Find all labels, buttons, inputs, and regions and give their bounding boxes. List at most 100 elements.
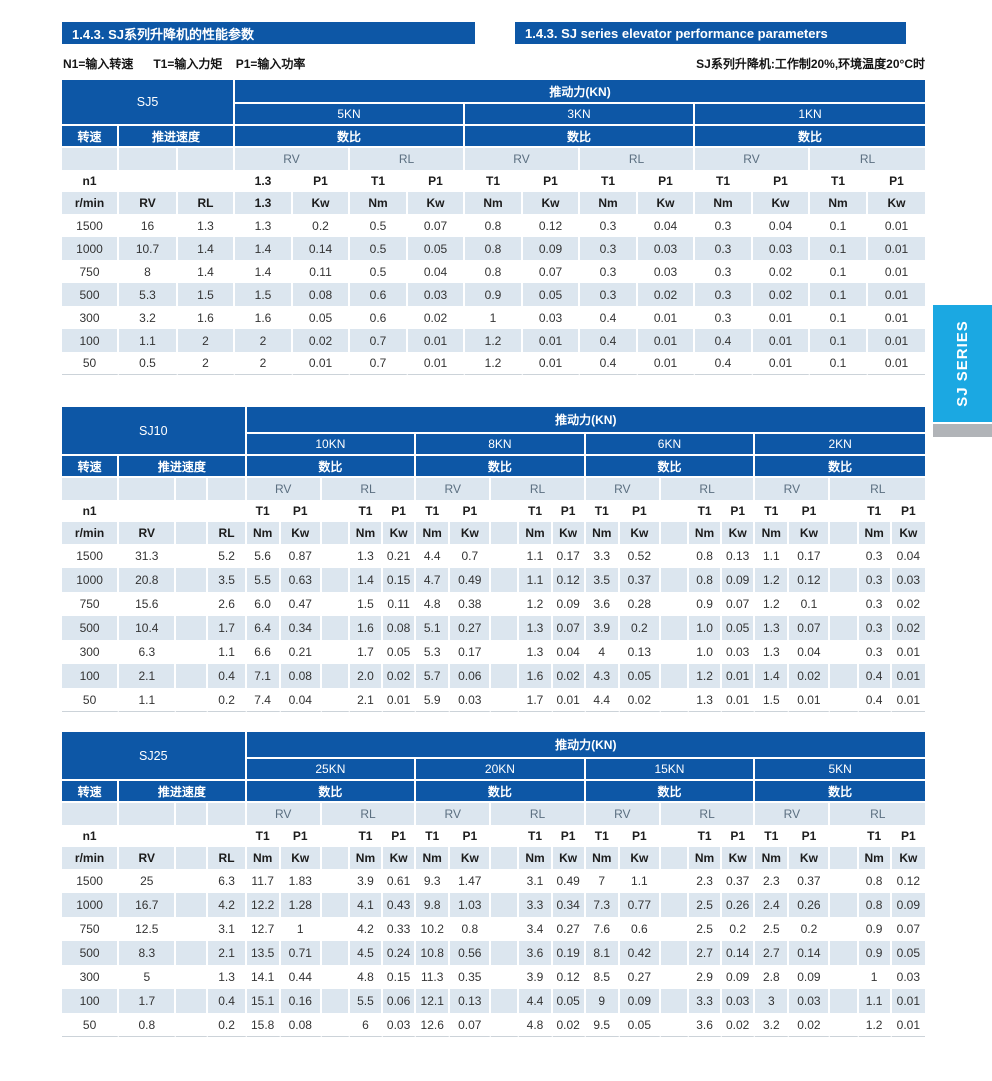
value-cell: 1.3 — [689, 688, 723, 712]
value-cell: 0.04 — [552, 640, 586, 664]
spacer-cell — [660, 522, 690, 544]
spacer-cell — [830, 989, 859, 1013]
value-cell: 0.07 — [408, 214, 466, 237]
value-cell: 0.17 — [552, 544, 586, 568]
value-cell: 0.71 — [280, 941, 322, 965]
unit-label: Nm — [580, 192, 639, 214]
value-cell: 20.8 — [119, 568, 177, 592]
value-cell: 0.03 — [523, 306, 581, 329]
value-cell: 2.1 — [349, 688, 384, 712]
value-cell: 0.05 — [383, 640, 417, 664]
kn-header: 2KN — [755, 434, 925, 456]
col-symbol-label: T1 — [810, 170, 869, 192]
spacer-cell — [176, 688, 209, 712]
value-cell: 0.4 — [858, 688, 892, 712]
spacer-cell — [176, 869, 209, 893]
table-title: SJ10 — [62, 407, 247, 456]
value-cell: 1.1 — [208, 640, 247, 664]
value-cell: 0.08 — [293, 283, 351, 306]
value-cell: 0.4 — [695, 352, 754, 375]
value-cell: 0.01 — [891, 640, 925, 664]
value-cell: 1 — [858, 965, 892, 989]
value-cell: 0.01 — [753, 306, 811, 329]
col-symbol-label: T1 — [246, 825, 281, 847]
empty-cell — [119, 170, 178, 192]
value-cell: 1.3 — [519, 640, 553, 664]
value-cell: 2.5 — [755, 917, 790, 941]
unit-label: Nm — [585, 522, 620, 544]
value-cell: 0.07 — [891, 917, 925, 941]
value-cell: 1.7 — [519, 688, 553, 712]
spacer-cell — [830, 688, 859, 712]
unit-label: Kw — [552, 522, 586, 544]
thrust-header: 推动力(KN) — [246, 407, 925, 434]
value-cell: 0.01 — [293, 352, 351, 375]
value-cell: 0.03 — [789, 989, 831, 1013]
spacer-cell — [491, 592, 520, 616]
col-symbol-label: T1 — [519, 500, 553, 522]
value-cell: 0.9 — [689, 592, 723, 616]
speed-cell: 100 — [62, 664, 120, 688]
value-cell: 10.2 — [416, 917, 451, 941]
value-cell: 1.6 — [349, 616, 384, 640]
spacer-cell — [321, 1013, 350, 1037]
col-symbol-label: T1 — [585, 500, 620, 522]
value-cell: 4.4 — [519, 989, 553, 1013]
value-cell: 25 — [119, 869, 177, 893]
value-cell: 0.52 — [619, 544, 661, 568]
value-cell: 0.01 — [868, 352, 926, 375]
value-cell: 12.6 — [416, 1013, 451, 1037]
value-cell: 0.01 — [638, 306, 696, 329]
value-cell: 0.03 — [891, 568, 925, 592]
r-min-label: r/min — [62, 847, 120, 869]
speed-header: 转速 — [62, 456, 120, 478]
value-cell: 5.3 — [416, 640, 451, 664]
rl-subheader: RL — [660, 803, 756, 825]
rv-subheader: RV — [246, 478, 322, 500]
value-cell: 31.3 — [119, 544, 177, 568]
value-cell: 0.05 — [293, 306, 351, 329]
value-cell: 0.09 — [619, 989, 661, 1013]
value-cell: 1.3 — [755, 616, 790, 640]
value-cell: 0.07 — [523, 260, 581, 283]
value-cell: 0.1 — [810, 283, 869, 306]
value-cell: 0.37 — [789, 869, 831, 893]
value-cell: 0.3 — [858, 616, 892, 640]
unit-label: Kw — [891, 522, 925, 544]
spacer-cell — [321, 917, 350, 941]
spacer-cell — [176, 893, 209, 917]
table-row: 100 1.7 0.4 15.1 0.16 5.5 0.06 12.1 0.13 4.4 0.05 9… — [62, 989, 925, 1013]
spacer-cell — [491, 640, 520, 664]
col-symbol-label: P1 — [408, 170, 466, 192]
col-symbol-label: P1 — [383, 825, 417, 847]
ratio-header: 数比 — [235, 126, 466, 148]
value-cell: 0.04 — [753, 214, 811, 237]
unit-label: 1.3 — [235, 192, 294, 214]
table-row: 750 12.5 3.1 12.7 1 4.2 0.33 10.2 0.8 3.4 0.27 7.6 0… — [62, 917, 925, 941]
spacer-cell — [830, 941, 859, 965]
spacer-cell — [660, 989, 690, 1013]
speed-cell: 750 — [62, 917, 120, 941]
value-cell: 0.4 — [580, 352, 639, 375]
value-cell: 2.5 — [689, 893, 723, 917]
spacer-cell — [660, 825, 690, 847]
value-cell: 16.7 — [119, 893, 177, 917]
rl-label: RL — [208, 847, 247, 869]
value-cell: 1.4 — [178, 237, 236, 260]
value-cell: 0.01 — [408, 352, 466, 375]
spacer-cell — [491, 568, 520, 592]
value-cell: 1.2 — [858, 1013, 892, 1037]
value-cell: 0.37 — [619, 568, 661, 592]
empty-cell — [208, 478, 247, 500]
value-cell: 0.01 — [868, 214, 926, 237]
table-row: 500 10.4 1.7 6.4 0.34 1.6 0.08 5.1 0.27 1.3 0.07 3.… — [62, 616, 925, 640]
empty-cell — [119, 478, 177, 500]
unit-label: Kw — [753, 192, 811, 214]
value-cell: 2.4 — [755, 893, 790, 917]
value-cell: 1.2 — [755, 592, 790, 616]
value-cell: 3.5 — [585, 568, 620, 592]
value-cell: 0.2 — [293, 214, 351, 237]
value-cell: 0.21 — [280, 640, 322, 664]
spacer-cell — [491, 989, 520, 1013]
spacer-cell — [491, 544, 520, 568]
